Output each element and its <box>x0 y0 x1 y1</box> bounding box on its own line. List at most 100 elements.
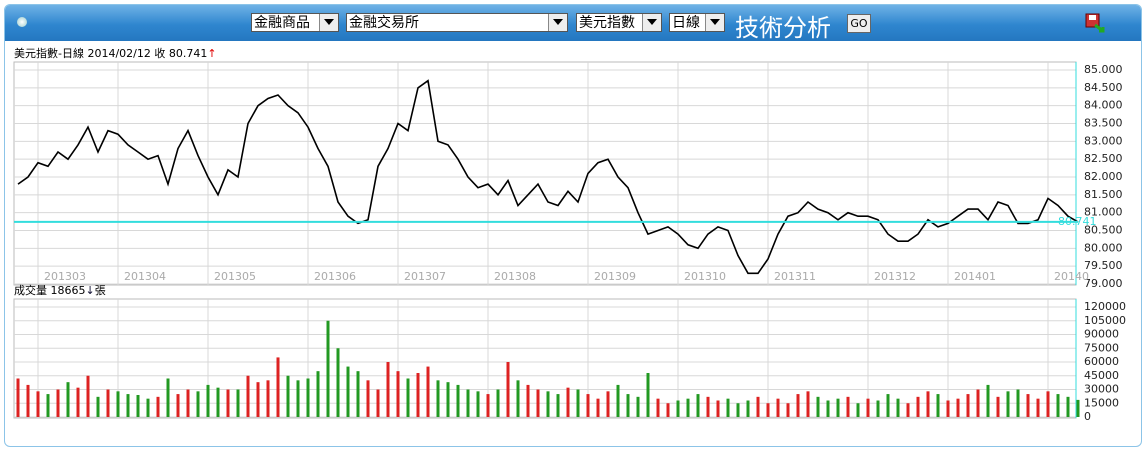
circle-icon <box>17 17 27 27</box>
volume-bar <box>326 320 330 417</box>
volume-bar <box>926 391 930 417</box>
y-tick-label: 84.000 <box>1084 99 1123 112</box>
volume-bar <box>656 398 660 417</box>
volume-bar <box>696 394 700 417</box>
volume-bar <box>126 394 130 417</box>
period-select[interactable]: 日線 <box>669 13 725 32</box>
toolbar: 金融商品 金融交易所 美元指數 日線 技術分析 GO <box>5 5 1141 42</box>
volume-bar <box>846 396 850 417</box>
x-tick-label: 20140 <box>1054 270 1089 283</box>
volume-bar <box>1046 391 1050 417</box>
volume-bar <box>446 382 450 417</box>
volume-bar <box>676 400 680 417</box>
volume-bar <box>566 387 570 417</box>
y-tick-label: 90000 <box>1084 328 1119 341</box>
go-button[interactable]: GO <box>847 14 871 33</box>
volume-bar <box>16 378 20 417</box>
volume-bar <box>96 396 100 417</box>
volume-bar <box>226 389 230 417</box>
panel-title-text: 成交量 18665 <box>14 283 86 297</box>
volume-bar <box>176 394 180 417</box>
select-text: 美元指數 <box>579 15 635 31</box>
volume-bar <box>996 396 1000 417</box>
volume-bar <box>876 400 880 417</box>
y-tick-label: 82.000 <box>1084 170 1123 183</box>
volume-bar <box>146 398 150 417</box>
volume-bar <box>296 380 300 417</box>
volume-bar <box>1066 396 1070 417</box>
volume-bar <box>26 384 30 417</box>
volume-bar <box>966 394 970 417</box>
y-tick-label: 105000 <box>1084 314 1126 327</box>
volume-bar <box>206 384 210 417</box>
volume-bar <box>346 366 350 417</box>
x-tick-label: 201307 <box>404 270 446 283</box>
volume-bar <box>86 375 90 417</box>
volume-bar <box>646 373 650 417</box>
volume-bar <box>586 394 590 417</box>
volume-bar <box>276 357 280 417</box>
y-tick-label: 82.500 <box>1084 152 1123 165</box>
volume-bar <box>356 371 360 417</box>
volume-bar <box>916 396 920 417</box>
volume-bar <box>546 391 550 417</box>
volume-bar <box>1076 399 1080 417</box>
x-tick-label: 201309 <box>594 270 636 283</box>
volume-bar <box>186 389 190 417</box>
panel-title: 成交量 18665↓張 <box>14 283 106 297</box>
select-text: 金融商品 <box>254 15 310 31</box>
arrow: ↓ <box>86 284 95 297</box>
y-tick-label: 45000 <box>1084 369 1119 382</box>
exchange-select[interactable]: 金融交易所 <box>346 13 568 32</box>
volume-bar <box>776 398 780 417</box>
volume-bar <box>236 389 240 417</box>
volume-bar <box>106 389 110 417</box>
volume-bar <box>216 387 220 417</box>
unit: 張 <box>95 284 106 297</box>
volume-bar <box>336 348 340 417</box>
volume-bar <box>536 389 540 417</box>
volume-bar <box>956 398 960 417</box>
volume-bar <box>156 396 160 417</box>
volume-bar <box>36 391 40 417</box>
x-tick-label: 201304 <box>124 270 166 283</box>
volume-bar <box>386 362 390 417</box>
y-tick-label: 80.500 <box>1084 224 1123 237</box>
y-tick-label: 81.500 <box>1084 188 1123 201</box>
volume-bar <box>476 391 480 417</box>
x-tick-label: 201306 <box>314 270 356 283</box>
volume-bar <box>1006 391 1010 417</box>
y-tick-label: 60000 <box>1084 355 1119 368</box>
x-tick-label: 201310 <box>684 270 726 283</box>
volume-bar <box>746 400 750 417</box>
volume-bar <box>896 398 900 417</box>
volume-bar <box>636 396 640 417</box>
product-select[interactable]: 金融商品 <box>251 13 339 32</box>
close-label: 80.741 <box>1058 215 1097 228</box>
volume-bar <box>706 396 710 417</box>
volume-bar <box>196 391 200 417</box>
y-tick-label: 84.500 <box>1084 81 1123 94</box>
volume-bar <box>456 384 460 417</box>
volume-bar <box>856 403 860 417</box>
y-tick-label: 80.000 <box>1084 241 1123 254</box>
volume-bar <box>266 380 270 417</box>
save-icon[interactable] <box>1083 11 1107 35</box>
select-text: 日線 <box>672 15 700 31</box>
volume-bar <box>556 394 560 417</box>
y-tick-label: 79.000 <box>1084 277 1123 290</box>
volume-bar <box>1026 394 1030 417</box>
volume-bar <box>666 403 670 417</box>
volume-bar <box>306 378 310 417</box>
volume-bar <box>426 366 430 417</box>
volume-bar <box>786 403 790 417</box>
volume-bar <box>626 394 630 417</box>
volume-bar <box>686 398 690 417</box>
volume-bar <box>606 391 610 417</box>
y-tick-label: 120000 <box>1084 300 1126 313</box>
select-text: 金融交易所 <box>349 15 419 31</box>
y-tick-label: 0 <box>1084 410 1091 423</box>
volume-bar <box>836 398 840 417</box>
volume-bar <box>516 380 520 417</box>
symbol-select[interactable]: 美元指數 <box>576 13 662 32</box>
